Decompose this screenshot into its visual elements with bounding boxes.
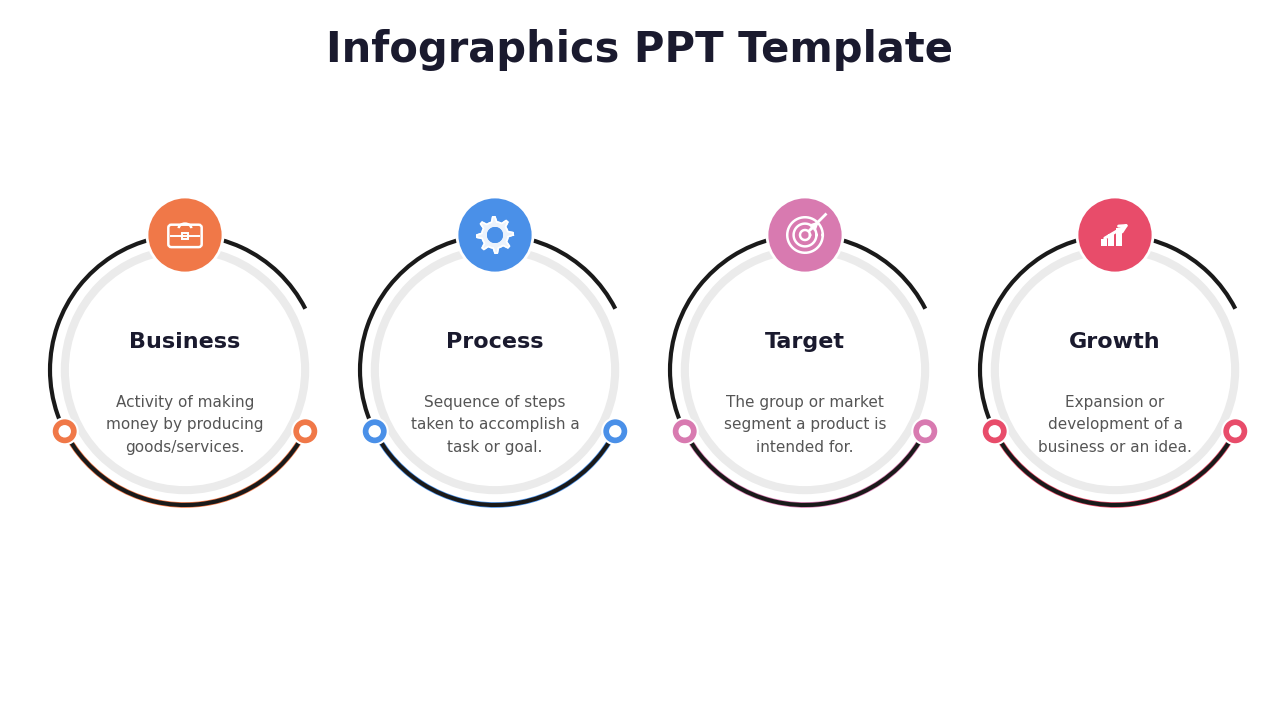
Circle shape: [689, 254, 922, 486]
Circle shape: [998, 254, 1231, 486]
Text: Business: Business: [129, 332, 241, 352]
Circle shape: [982, 418, 1007, 444]
Circle shape: [1222, 418, 1248, 444]
Circle shape: [609, 425, 622, 438]
Circle shape: [767, 197, 844, 273]
Circle shape: [369, 425, 381, 438]
Circle shape: [919, 425, 932, 438]
Circle shape: [1076, 197, 1153, 273]
Text: The group or market
segment a product is
intended for.: The group or market segment a product is…: [723, 395, 886, 455]
Circle shape: [51, 418, 78, 444]
Text: Infographics PPT Template: Infographics PPT Template: [326, 29, 954, 71]
Polygon shape: [476, 217, 513, 253]
Circle shape: [672, 418, 698, 444]
Text: Process: Process: [447, 332, 544, 352]
Circle shape: [457, 197, 532, 273]
Text: Growth: Growth: [1069, 332, 1161, 352]
Circle shape: [603, 418, 628, 444]
Circle shape: [292, 418, 319, 444]
Circle shape: [59, 425, 70, 438]
Circle shape: [371, 246, 620, 494]
Circle shape: [991, 246, 1239, 494]
Bar: [1101, 239, 1107, 246]
Bar: [182, 233, 188, 239]
Text: Target: Target: [765, 332, 845, 352]
Circle shape: [913, 418, 938, 444]
Text: Expansion or
development of a
business or an idea.: Expansion or development of a business o…: [1038, 395, 1192, 455]
Text: Activity of making
money by producing
goods/services.: Activity of making money by producing go…: [106, 395, 264, 455]
Text: Sequence of steps
taken to accomplish a
task or goal.: Sequence of steps taken to accomplish a …: [411, 395, 580, 455]
Polygon shape: [488, 228, 502, 243]
Circle shape: [300, 425, 311, 438]
Bar: [1116, 228, 1123, 246]
Circle shape: [1229, 425, 1242, 438]
Bar: [1108, 234, 1115, 246]
Circle shape: [362, 418, 388, 444]
Circle shape: [69, 254, 301, 486]
Circle shape: [147, 197, 223, 273]
Circle shape: [988, 425, 1001, 438]
Circle shape: [678, 425, 691, 438]
Circle shape: [681, 246, 929, 494]
Circle shape: [379, 254, 611, 486]
Circle shape: [60, 246, 310, 494]
